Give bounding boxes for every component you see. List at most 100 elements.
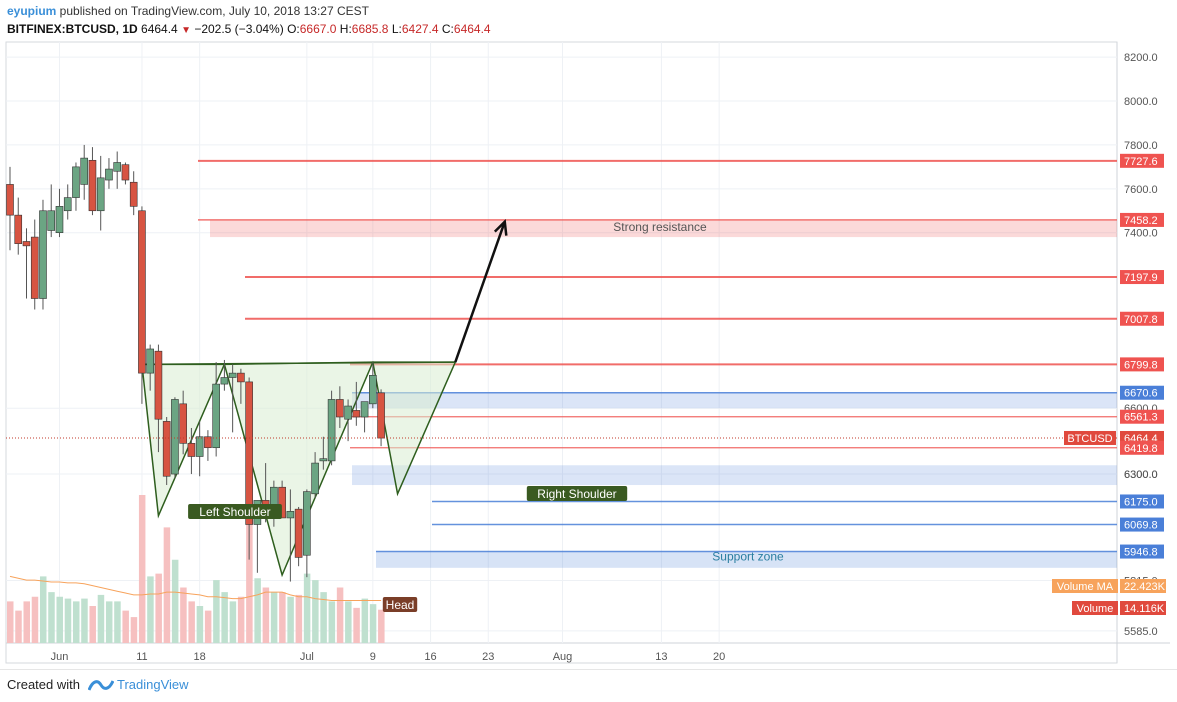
candle-body	[72, 166, 80, 198]
plot-frame	[5, 41, 1118, 664]
y-tick-label: 8200.0	[1124, 52, 1158, 64]
volume-bar	[279, 592, 286, 643]
price-label-bg	[1120, 440, 1164, 455]
price-label-bg	[1120, 517, 1164, 532]
price-chart[interactable]: 5585.05815.06300.06600.07400.07600.07800…	[0, 0, 1177, 669]
x-tick-label: 18	[194, 651, 206, 663]
volume-bar	[270, 592, 278, 643]
x-tick-label: 20	[713, 651, 725, 663]
volume-bar	[204, 610, 212, 643]
candle-body	[187, 443, 196, 457]
symbol-name: BITFINEX:BTCUSD, 1D	[7, 22, 138, 36]
candle-body	[22, 241, 31, 247]
down-arrow-icon: ▼	[181, 25, 191, 36]
x-tick-label: 23	[482, 651, 494, 663]
volume-bar	[361, 598, 369, 643]
candle-body	[179, 403, 187, 444]
author-link[interactable]: eyupium	[7, 4, 57, 18]
candle-body	[311, 462, 319, 495]
close-value: 6464.4	[453, 22, 491, 36]
price-axis-label: 6069.8	[1124, 520, 1158, 532]
open-value: 6667.0	[299, 22, 337, 36]
high-label: H:	[339, 22, 352, 36]
volume-bar	[105, 601, 113, 643]
arrow-head-icon	[493, 219, 508, 236]
volume-tag: Volume	[1077, 603, 1114, 615]
volume-ma-value: 22.423K	[1124, 581, 1166, 593]
volume-ma-tag: Volume MA	[1057, 581, 1114, 593]
candle-body	[319, 458, 328, 462]
volume-bar	[72, 601, 80, 643]
price-axis-label: 7197.9	[1124, 272, 1158, 284]
price-axis-label: 6670.6	[1124, 388, 1158, 400]
volume-bar	[295, 594, 303, 643]
candle-body	[237, 372, 245, 383]
support-band	[352, 465, 1117, 486]
volume-bar	[97, 594, 105, 643]
candle-body	[212, 383, 220, 449]
price-axis-label: 7458.2	[1124, 215, 1158, 227]
tradingview-logo-icon[interactable]	[87, 676, 115, 699]
x-tick-label: 13	[655, 651, 667, 663]
volume-bar	[378, 609, 385, 643]
volume-bar	[345, 601, 352, 643]
volume-bar	[114, 601, 121, 643]
volume-bar	[130, 617, 138, 643]
volume-bar	[237, 596, 245, 643]
volume-bar	[262, 587, 270, 643]
tradingview-link[interactable]: TradingView	[117, 677, 189, 692]
volume-bar	[246, 499, 253, 643]
price-label-bg	[1120, 544, 1164, 559]
last-price: 6464.4	[141, 22, 178, 36]
volume-bar	[229, 601, 237, 643]
candle-body	[6, 184, 14, 216]
candle-body	[80, 157, 89, 185]
support-band	[352, 392, 1117, 409]
candle-body	[303, 491, 311, 556]
price-label-bg	[1120, 494, 1164, 509]
candle-body	[228, 372, 237, 378]
resistance-zone	[210, 219, 1117, 238]
volume-bar	[147, 576, 154, 643]
volume-bar	[213, 580, 220, 643]
candle-body	[129, 181, 138, 207]
y-tick-label: 5585.0	[1124, 626, 1158, 638]
candle-body	[88, 159, 97, 212]
volume-bar	[31, 596, 39, 643]
volume-ma-tag-bg	[1052, 579, 1118, 593]
candle-body	[162, 421, 171, 477]
volume-bar	[312, 580, 319, 643]
candle-body	[195, 436, 204, 457]
candle-body	[14, 214, 23, 244]
price-label-bg	[1120, 385, 1164, 400]
symbol-tag-bg	[1064, 430, 1116, 445]
candle-body	[377, 392, 385, 439]
price-label-bg	[1120, 357, 1164, 372]
chart-header: eyupium published on TradingView.com, Ju…	[0, 0, 1177, 42]
volume-ma-line	[9, 575, 382, 601]
low-label: L:	[391, 22, 402, 36]
volume-bar	[155, 573, 162, 643]
right-shoulder-label-bg	[526, 486, 628, 501]
volume-bar	[303, 573, 311, 643]
volume-bar	[188, 601, 195, 643]
published-text: published on TradingView.com, July 10, 2…	[56, 4, 369, 18]
candle-body	[245, 381, 253, 525]
candle-body	[286, 511, 295, 519]
candle-body	[146, 348, 154, 374]
candle-body	[55, 206, 64, 233]
candle-body	[171, 399, 179, 475]
x-tick-label: Aug	[553, 651, 573, 663]
y-tick-label: 8000.0	[1124, 96, 1158, 108]
price-axis-label: 7007.8	[1124, 314, 1158, 326]
price-axis-label: 6419.8	[1124, 443, 1158, 455]
volume-bar	[122, 610, 129, 643]
volume-bar	[15, 610, 22, 643]
price-label-bg	[1120, 409, 1164, 424]
volume-bar	[221, 592, 228, 643]
volume-bar	[254, 578, 261, 643]
symbol-tag: BTCUSD	[1067, 433, 1112, 445]
head-label-bg	[382, 597, 418, 612]
price-axis-label: 6561.3	[1124, 412, 1158, 424]
breakout-arrow	[454, 221, 506, 363]
